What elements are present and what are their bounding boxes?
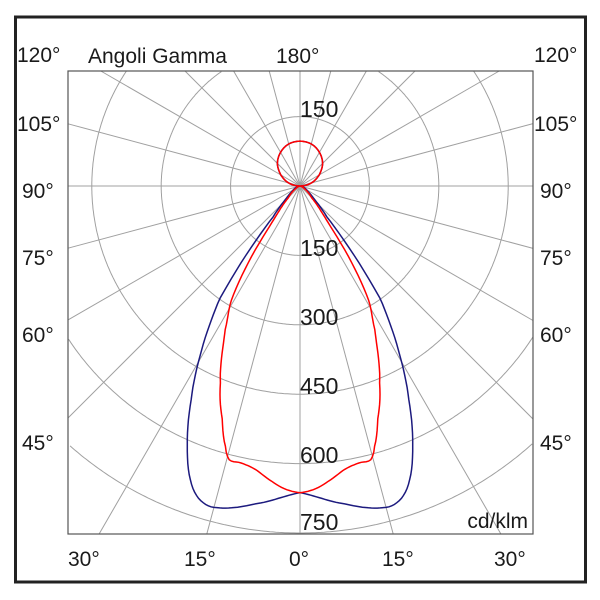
angle-label-right: 90°: [540, 180, 572, 203]
curves: [186, 140, 414, 509]
plot-box: [67, 70, 534, 535]
chart-title: Angoli Gamma: [88, 45, 227, 68]
angle-label-left: 105°: [17, 113, 60, 136]
grid-spoke: [233, 70, 301, 187]
grid-circle: [160, 71, 440, 326]
grid-spoke: [67, 185, 301, 321]
grid-spoke: [299, 70, 332, 187]
grid-spoke: [67, 185, 301, 249]
angle-label-bottom: 0°: [289, 548, 309, 571]
grid-circle: [69, 443, 533, 534]
grid-spoke: [299, 185, 534, 249]
angle-label-left: 120°: [17, 44, 60, 67]
radial-tick-label: 150: [300, 235, 338, 261]
radial-tick-label: 450: [300, 373, 338, 399]
series-curve-1: [219, 140, 381, 494]
angle-label-right: 45°: [540, 432, 572, 455]
grid-spoke: [184, 70, 301, 187]
angle-label-left: 90°: [22, 180, 54, 203]
grid-circle: [68, 336, 534, 465]
angle-label-right: 120°: [534, 44, 577, 67]
grid-spoke: [268, 70, 301, 187]
grid-spoke: [299, 70, 367, 187]
grid-spoke: [100, 70, 301, 187]
grid-spoke: [67, 123, 301, 187]
grid-spoke: [299, 70, 500, 187]
angle-label-left: 45°: [22, 432, 54, 455]
angle-label-left: 75°: [22, 247, 54, 270]
grid-circle: [91, 70, 509, 395]
grid-spoke: [299, 123, 534, 187]
grid-spoke: [206, 185, 301, 535]
angle-label-right: 105°: [534, 113, 577, 136]
angle-label-bottom: 30°: [494, 548, 526, 571]
radial-tick-label: 750: [300, 509, 338, 535]
angle-label-right: 60°: [540, 324, 572, 347]
radial-tick-label: 600: [300, 442, 338, 468]
outer-frame: [14, 15, 587, 584]
radial-tick-label: 300: [300, 304, 338, 330]
top-angle-label: 180°: [276, 45, 319, 68]
angle-label-left: 60°: [22, 324, 54, 347]
angle-label-bottom: 30°: [68, 548, 100, 571]
polar-grid: [67, 70, 534, 535]
radial-tick-label: 150: [300, 96, 338, 122]
angle-label-bottom: 15°: [382, 548, 414, 571]
grid-spoke: [299, 185, 394, 535]
angle-label-right: 75°: [540, 247, 572, 270]
grid-spoke: [299, 185, 534, 321]
unit-label: cd/klm: [467, 510, 528, 533]
grid-spoke: [299, 70, 416, 187]
grid-spoke: [67, 185, 301, 419]
grid-spoke: [299, 185, 534, 420]
angle-label-bottom: 15°: [184, 548, 216, 571]
